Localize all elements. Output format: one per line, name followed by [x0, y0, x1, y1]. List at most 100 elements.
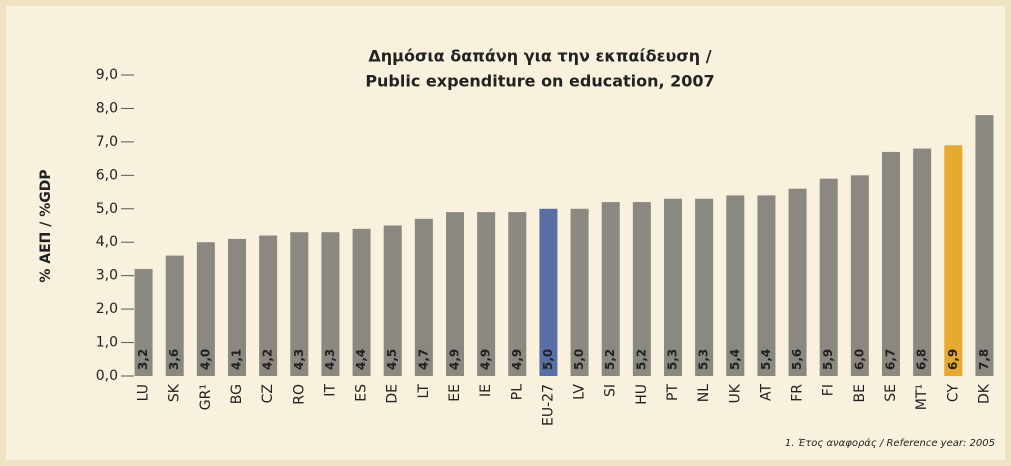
bar: [601, 202, 620, 376]
value-label: 5,3: [697, 349, 711, 370]
bar: [664, 198, 682, 376]
value-label: 5,2: [634, 349, 648, 370]
value-label: 4,0: [198, 349, 212, 370]
x-tick-label: BE: [852, 384, 868, 402]
x-tick-label: BG: [229, 384, 245, 404]
bar: [944, 145, 963, 376]
value-label: 4,9: [510, 349, 524, 370]
value-label: 4,2: [261, 349, 275, 370]
bar: [788, 188, 807, 376]
bar: [414, 218, 433, 376]
y-tick-label: 4,0: [96, 234, 118, 250]
value-label: 4,1: [230, 349, 244, 370]
bar: [383, 225, 402, 376]
bar: [539, 208, 558, 376]
bar: [259, 235, 278, 376]
x-tick-label: NL: [696, 384, 712, 402]
value-label: 3,2: [136, 349, 150, 370]
y-tick-label: 8,0: [96, 100, 118, 116]
bar: [850, 175, 869, 376]
bar: [632, 202, 651, 376]
value-label: 5,2: [603, 349, 617, 370]
bar: [321, 232, 340, 376]
bar: [134, 268, 153, 376]
y-tick-label: 0,0: [96, 368, 118, 384]
x-tick-label: RO: [291, 384, 307, 405]
y-tick-label: 9,0: [96, 67, 118, 83]
bar: [975, 115, 994, 376]
footnote: 1. Έτος αναφοράς / Reference year: 2005: [785, 437, 995, 449]
value-label: 5,0: [541, 349, 555, 370]
value-label: 4,7: [416, 349, 430, 370]
chart-title: Δημόσια δαπάνη για την εκπαίδευση /: [368, 47, 711, 66]
x-tick-label: LU: [136, 384, 152, 401]
bar: [165, 255, 184, 376]
bar: [446, 212, 464, 376]
x-tick-label: LV: [572, 384, 588, 400]
bar: [290, 232, 309, 376]
bar: [882, 151, 900, 376]
panel: [6, 6, 1005, 460]
x-tick-label: SK: [167, 383, 183, 402]
value-label: 5,4: [728, 349, 742, 370]
value-label: 4,9: [479, 349, 493, 370]
y-tick-label: 3,0: [96, 268, 118, 284]
x-tick-label: GR¹: [198, 384, 214, 410]
y-tick-label: 1,0: [96, 335, 118, 351]
bar: [508, 212, 527, 376]
value-label: 5,0: [572, 349, 586, 370]
y-tick-label: 2,0: [96, 301, 118, 317]
value-label: 6,8: [915, 349, 929, 370]
x-tick-label: EU-27: [540, 384, 556, 426]
bar: [352, 228, 371, 376]
x-tick-label: PL: [509, 384, 525, 400]
y-axis-label: % ΑΕΠ / %GDP: [38, 169, 54, 282]
x-tick-label: ES: [354, 384, 370, 402]
value-label: 5,4: [759, 349, 773, 370]
x-tick-label: DE: [385, 384, 401, 404]
value-label: 6,9: [946, 349, 960, 370]
x-tick-label: FR: [790, 384, 806, 402]
value-label: 6,0: [852, 349, 866, 370]
y-tick-label: 5,0: [96, 201, 118, 217]
y-tick-label: 7,0: [96, 134, 118, 150]
value-label: 5,6: [790, 349, 804, 370]
x-tick-label: SI: [603, 384, 619, 397]
bar: [757, 195, 776, 376]
value-label: 4,5: [385, 349, 399, 370]
value-label: 4,3: [292, 349, 306, 370]
x-tick-label: DK: [976, 383, 992, 404]
y-tick-label: 6,0: [96, 167, 118, 183]
x-tick-label: UK: [727, 383, 743, 403]
x-tick-label: EE: [447, 384, 463, 402]
value-label: 5,9: [821, 349, 835, 370]
value-label: 4,9: [448, 349, 462, 370]
bar: [695, 198, 714, 376]
x-tick-label: CZ: [260, 384, 276, 403]
bar: [570, 208, 589, 376]
value-label: 5,3: [666, 349, 680, 370]
value-label: 3,6: [167, 349, 181, 370]
x-tick-label: LT: [416, 384, 432, 399]
x-tick-label: HU: [634, 384, 650, 405]
bar: [477, 212, 496, 376]
x-tick-label: SE: [883, 384, 899, 402]
value-label: 4,3: [323, 349, 337, 370]
bar: [726, 195, 745, 376]
x-tick-label: FI: [821, 384, 837, 396]
bar: [196, 242, 215, 376]
bar: [913, 148, 932, 376]
chart-title: Public expenditure on education, 2007: [365, 72, 714, 91]
x-tick-label: MT¹: [914, 384, 930, 410]
value-label: 6,7: [884, 349, 898, 370]
x-tick-label: PT: [665, 384, 681, 401]
bar: [819, 178, 838, 376]
x-tick-label: CY: [945, 384, 961, 403]
x-tick-label: IE: [478, 384, 494, 397]
x-tick-label: IT: [322, 384, 338, 397]
bar: [228, 238, 246, 376]
value-label: 4,4: [354, 349, 368, 370]
value-label: 7,8: [977, 349, 991, 370]
x-tick-label: AT: [758, 384, 774, 401]
